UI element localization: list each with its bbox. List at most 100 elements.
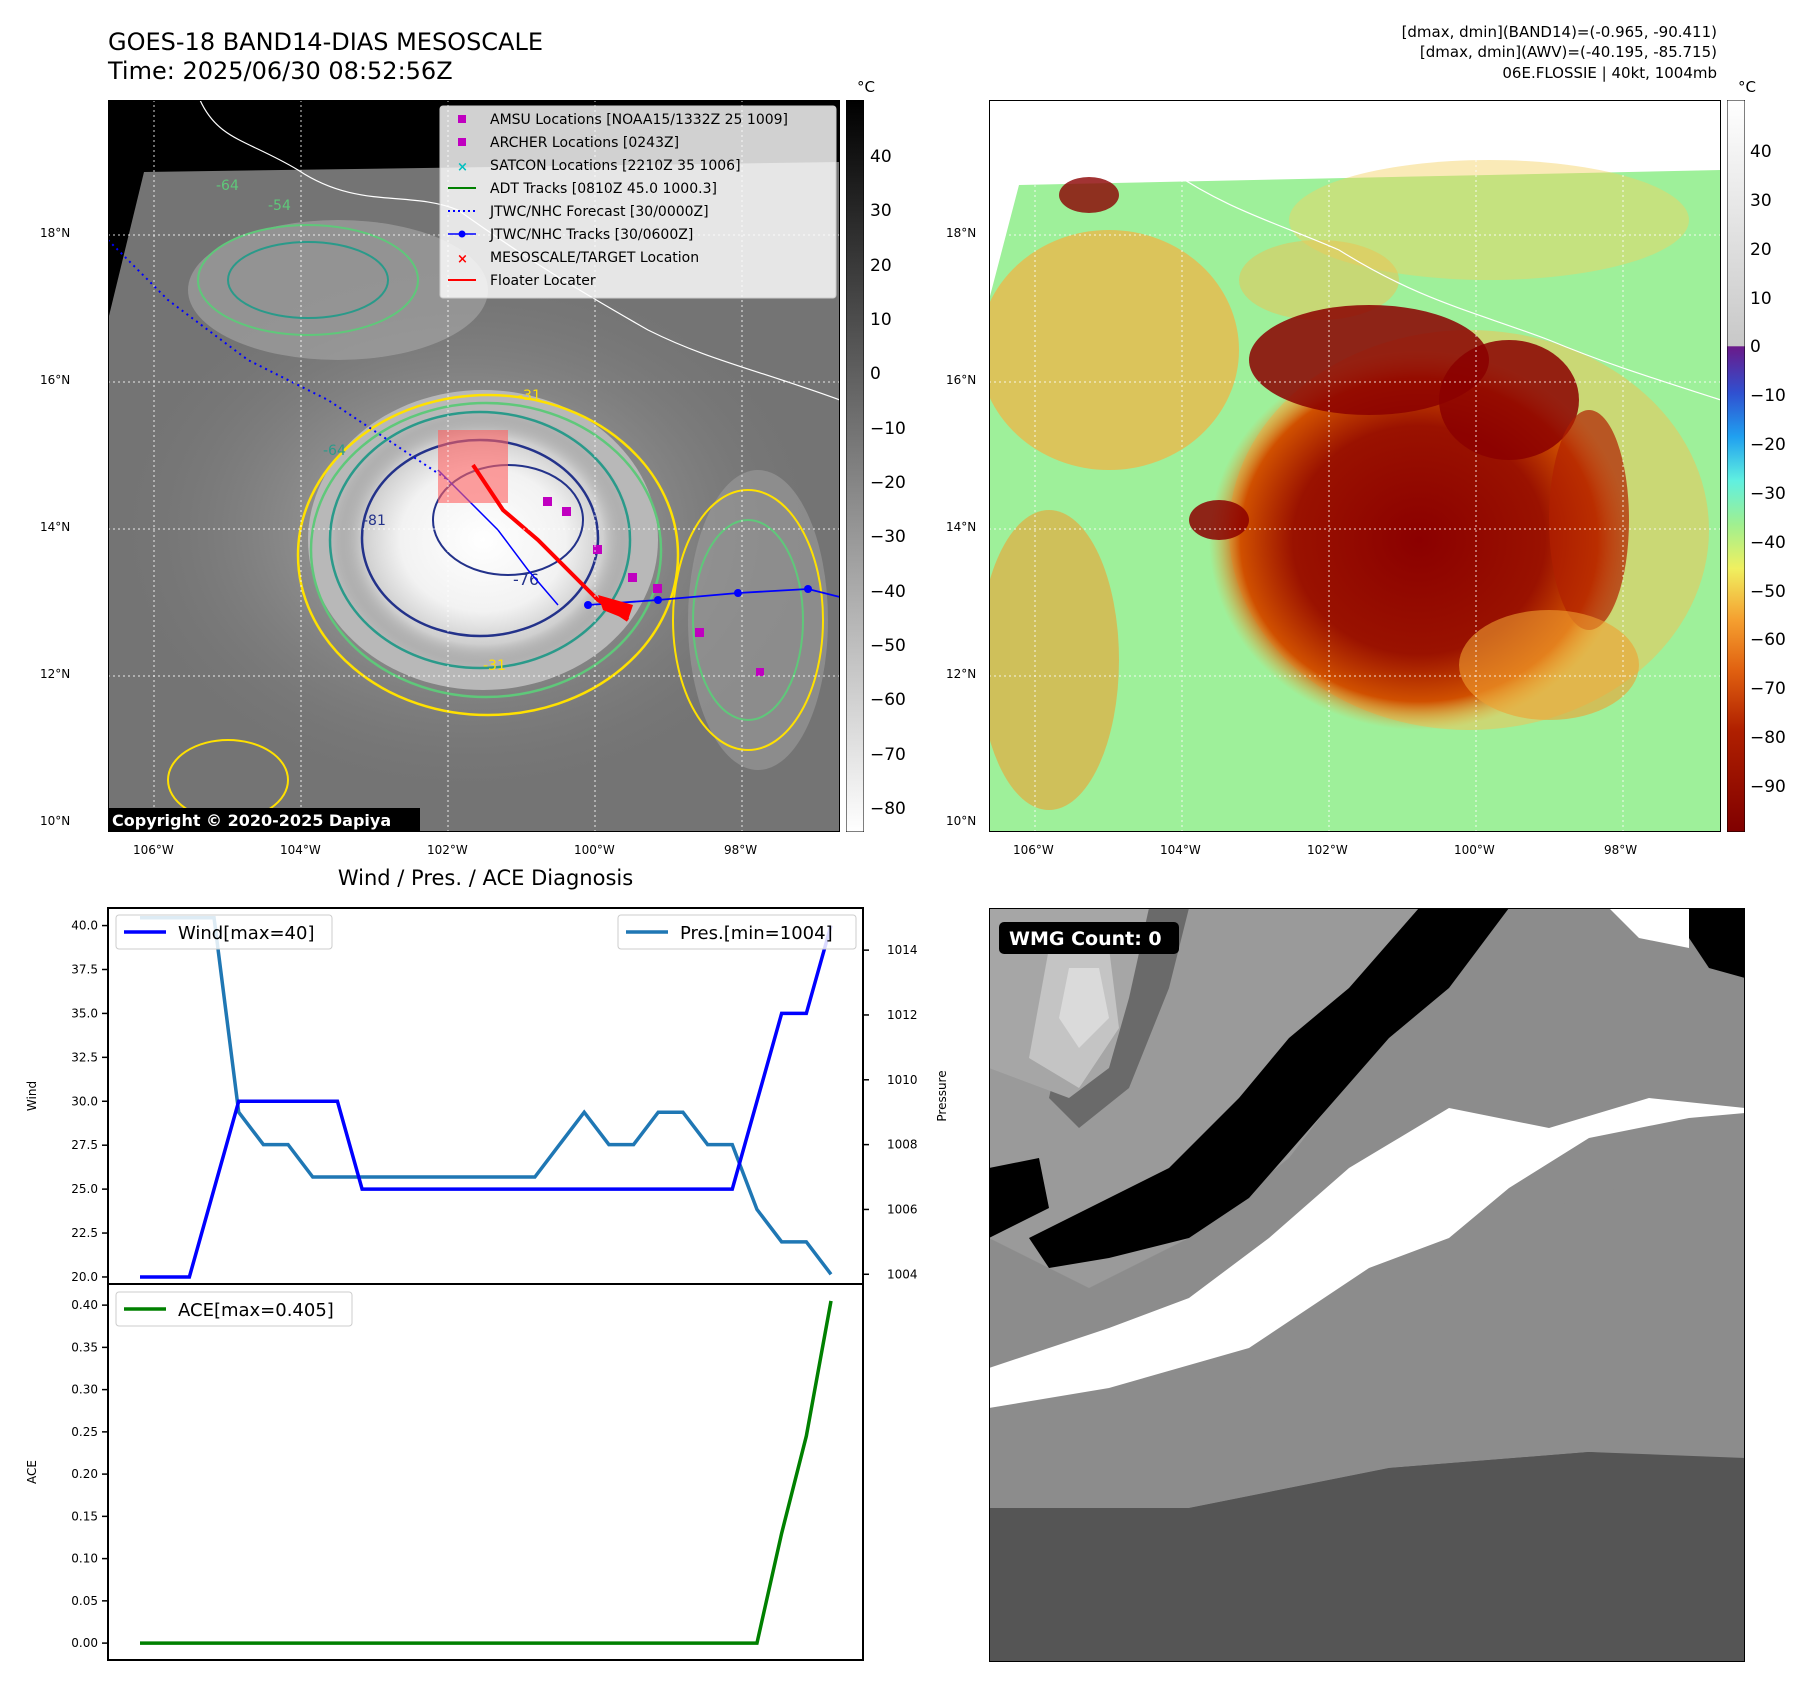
legend-label: JTWC/NHC Forecast [30/0000Z] [489,204,709,220]
contour-label: -31 [518,388,541,404]
ace-y-tick-label: 0.30 [71,1383,98,1397]
legend-label: MESOSCALE/TARGET Location [490,250,699,266]
ace-chart-frame [107,1283,864,1661]
wind-y-tick-label: 35.0 [71,1006,98,1020]
lat-tick: 16°N [40,373,71,387]
ir-colorbar-tick: −70 [870,745,906,765]
ir-colorbar-tick: −40 [870,582,906,602]
contour-label: -81 [363,513,386,529]
pressure-y-tick-label: 1008 [887,1138,918,1152]
lat-tick: 18°N [40,226,71,240]
legend-marker-amsu [458,115,466,123]
contour-label: -64 [216,178,239,194]
legend-label: SATCON Locations [2210Z 35 1006] [490,158,741,174]
wv-colorbar-tick: −10 [1750,386,1786,406]
figure-time: Time: 2025/06/30 08:52:56Z [108,57,453,85]
pressure-legend-label: Pres.[min=1004] [680,923,833,944]
ir-map-panel: -64 -64 -54 -81 -76 -31 -31 AMSU Locatio… [108,100,840,832]
ace-legend-label: ACE[max=0.405] [178,1300,334,1321]
ir-colorbar-tick: 0 [870,364,881,384]
ir-colorbar-tick: −30 [870,527,906,547]
map-legend [439,105,837,299]
lat-tick: 14°N [40,520,71,534]
info-storm: 06E.FLOSSIE | 40kt, 1004mb [1502,64,1717,82]
wv-colorbar-tick: −70 [1750,679,1786,699]
wind-y-tick-label: 25.0 [71,1182,98,1196]
wind-y-tick-label: 40.0 [71,919,98,933]
pressure-y-tick-label: 1006 [887,1202,918,1216]
wmg-dark-band [1029,908,1509,1268]
ir-colorbar-tick: 40 [870,147,892,167]
lon-tick: 106°W [133,843,174,857]
legend-label: JTWC/NHC Tracks [30/0600Z] [489,227,693,243]
wind-y-ticks: 40.0 37.5 35.0 32.5 30.0 27.5 25.0 22.5 20.0 [71,919,108,1284]
ace-y-tick-label: 0.35 [71,1340,98,1354]
wv-colorbar-tick: 20 [1750,240,1772,260]
wind-legend-label: Wind[max=40] [178,923,315,944]
wv-colorbar-ticks: 40 30 20 10 0 −10 −20 −30 −40 −50 −60 −7… [1750,142,1786,797]
forecast-track [108,239,449,481]
ace-y-tick-label: 0.40 [71,1298,98,1312]
wind-y-tick-label: 30.0 [71,1094,98,1108]
wmg-count: WMG Count: 0 [1009,928,1162,950]
ir-colorbar-tick: −60 [870,690,906,710]
ir-colorbar-ticks: 40 30 20 10 0 −10 −20 −30 −40 −50 −60 −7… [870,147,906,819]
wv-colorbar-tick: −40 [1750,533,1786,553]
wv-colorbar-unit: °C [1738,78,1756,96]
pressure-y-tick-label: 1004 [887,1267,918,1281]
ir-colorbar-tick: −20 [870,473,906,493]
lat-tick: 10°N [40,814,71,828]
lon-tick: 104°W [1160,843,1201,857]
lon-tick: 98°W [724,843,758,857]
wind-pressure-chart: 40.0 37.5 35.0 32.5 30.0 27.5 25.0 22.5 20.0 101… [25,907,949,1285]
wind-ylabel: Wind [25,1081,39,1111]
legend-marker-target: × [457,252,468,267]
legend-label: AMSU Locations [NOAA15/1332Z 25 1009] [490,112,788,128]
lat-tick: 14°N [946,520,977,534]
ir-colorbar-unit: °C [857,78,875,96]
ir-colorbar-tick: 20 [870,256,892,276]
wv-colorbar-tick: −50 [1750,582,1786,602]
ir-colorbar-tick: −50 [870,636,906,656]
lat-tick: 16°N [946,373,977,387]
legend-marker-satcon: × [457,160,468,175]
pressure-series-line [140,915,833,1276]
lon-tick: 104°W [280,843,321,857]
ir-colorbar-tick: 10 [870,310,892,330]
wv-colorbar-tick: 40 [1750,142,1772,162]
ace-y-tick-label: 0.15 [71,1509,98,1523]
legend-label: ADT Tracks [0810Z 45.0 1000.3] [490,181,717,197]
ace-chart: 0.40 0.35 0.30 0.25 0.20 0.15 0.10 0.05 0.00 ACE… [25,1283,864,1661]
wv-map-panel [989,100,1721,832]
diagnosis-title: Wind / Pres. / ACE Diagnosis [337,866,634,890]
lat-tick: 10°N [946,814,977,828]
ace-y-ticks: 0.40 0.35 0.30 0.25 0.20 0.15 0.10 0.05 0.00 [71,1298,108,1650]
wv-colorbar-tick: 10 [1750,289,1772,309]
ace-y-tick-label: 0.10 [71,1552,98,1566]
lon-tick: 106°W [1013,843,1054,857]
wind-legend: Wind[max=40] [115,914,333,950]
contour-label: -64 [323,443,346,459]
wv-colorbar [1727,100,1745,832]
wv-colorbar-tick: −60 [1750,630,1786,650]
wv-colorbar-tick: −90 [1750,777,1786,797]
wind-y-tick-label: 27.5 [71,1138,98,1152]
wv-colorbar-tick: −30 [1750,484,1786,504]
legend-label: Floater Locater [490,273,596,289]
lat-tick: 12°N [40,667,71,681]
wv-colorbar-tick: −20 [1750,435,1786,455]
ace-ylabel: ACE [25,1460,39,1484]
legend-entries: AMSU Locations [NOAA15/1332Z 25 1009] AR… [448,112,788,289]
legend-marker-archer [458,138,466,146]
pressure-y-ticks: 1014 1012 1010 1008 1006 1004 [863,943,918,1281]
lat-tick: 18°N [946,226,977,240]
lon-tick: 102°W [427,843,468,857]
ace-y-tick-label: 0.05 [71,1594,98,1608]
wind-y-tick-label: 37.5 [71,962,98,976]
wv-colorbar-tick: 0 [1750,337,1761,357]
wmg-panel: WMG Count: 0 [989,908,1745,1662]
wmg-count-badge [999,922,1179,954]
ir-colorbar-tick: −10 [870,419,906,439]
info-dmax-band14: [dmax, dmin](BAND14)=(-0.965, -90.411) [1401,23,1717,41]
wind-series-line [140,925,833,1279]
